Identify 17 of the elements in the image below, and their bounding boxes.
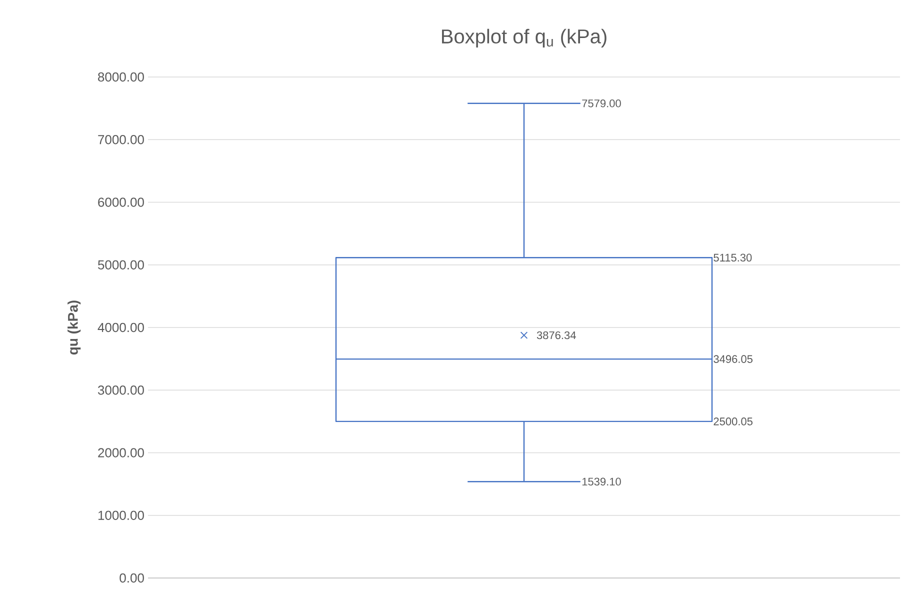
y-tick-label: 5000.00 (98, 260, 144, 270)
y-tick-label: 2000.00 (98, 448, 144, 458)
annotation: 7579.00 (582, 99, 621, 108)
y-tick-label: 6000.00 (98, 198, 144, 207)
annotation: 5115.30 (714, 254, 752, 262)
annotation: 2500.05 (714, 418, 752, 426)
y-tick-label: 8000.00 (98, 72, 144, 82)
annotation: 3876.34 (536, 331, 576, 340)
annotation: 3496.05 (714, 355, 752, 363)
y-tick-label: 3000.00 (98, 386, 144, 395)
chart-title: Boxplot of q$_{u}$ (kPa) (442, 28, 606, 48)
y-tick-label: 7000.00 (98, 135, 144, 144)
annotation: 1539.10 (582, 478, 621, 486)
y-axis-title: qu (kPa) (68, 300, 81, 355)
y-tick-label: 0.00 (120, 573, 144, 583)
y-tick-label: 1000.00 (98, 510, 144, 520)
y-tick-label: 4000.00 (98, 322, 144, 332)
